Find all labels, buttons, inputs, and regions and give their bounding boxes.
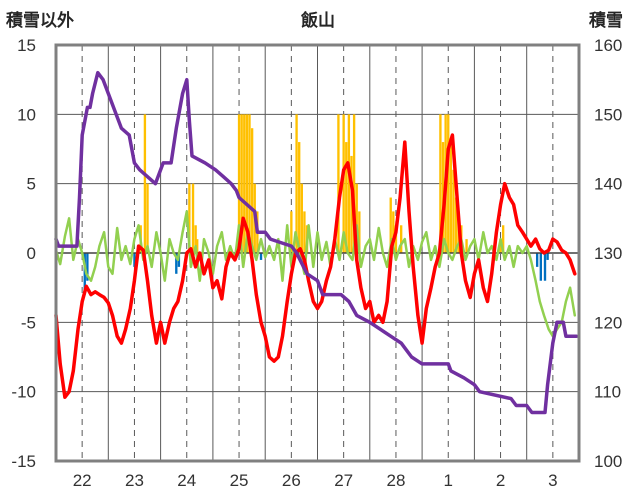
- snowfall-bar: [352, 114, 356, 253]
- snowfall-bar: [194, 225, 197, 253]
- right-tick-label: 150: [594, 105, 622, 124]
- snow-decrease-bar: [133, 253, 136, 267]
- snowfall-bar: [447, 114, 450, 253]
- snowfall-bar: [337, 114, 340, 253]
- snowfall-bar: [303, 211, 306, 253]
- snowfall-bar: [454, 197, 458, 253]
- x-tick-label: 26: [282, 471, 301, 490]
- snow-decrease-bar: [83, 253, 86, 295]
- right-axis-label: 積雪: [589, 10, 623, 31]
- right-axis-ticks: 160 150 140 130 120 110 100: [594, 36, 622, 471]
- snowfall-bar: [250, 128, 254, 253]
- x-tick-label: 27: [334, 471, 353, 490]
- snowfall-bar: [465, 239, 468, 253]
- snow-depth-line: [54, 70, 579, 415]
- left-tick-label: 15: [17, 36, 36, 55]
- snowfall-bar: [347, 114, 351, 253]
- left-tick-label: 5: [27, 175, 36, 194]
- snow-decrease-bar: [86, 253, 89, 281]
- snowfall-bar: [452, 169, 455, 253]
- snowfall-bar: [389, 197, 392, 253]
- x-tick-label: 23: [125, 471, 144, 490]
- snowfall-bar: [392, 211, 395, 253]
- snowfall-bar: [358, 211, 361, 253]
- left-tick-label: -10: [11, 383, 36, 402]
- snowfall-bar: [298, 142, 301, 253]
- snowfall-bar: [499, 239, 502, 253]
- left-tick-label: 0: [27, 244, 36, 263]
- left-tick-label: 10: [17, 105, 36, 124]
- x-tick-label: 3: [548, 471, 557, 490]
- snowfall-bar: [355, 183, 358, 253]
- snowfall-bar: [400, 225, 403, 253]
- right-tick-label: 130: [594, 244, 622, 263]
- snowfall-bar: [243, 114, 246, 253]
- snowfall-bar: [240, 114, 243, 253]
- snowfall-bar: [449, 142, 453, 253]
- snowfall-bar: [350, 155, 353, 253]
- snow-decrease-bar: [535, 253, 539, 267]
- x-axis-ticks: 22 23 24 25 26 27 28 1 2 3: [73, 471, 558, 490]
- snowfall-bar: [248, 114, 251, 253]
- snow-decrease-bar: [539, 253, 542, 281]
- x-tick-label: 1: [444, 471, 453, 490]
- left-tick-label: -15: [11, 452, 36, 471]
- x-tick-label: 25: [230, 471, 249, 490]
- right-tick-label: 160: [594, 36, 622, 55]
- plot-frame: [54, 43, 581, 463]
- snowfall-bar: [345, 142, 348, 253]
- left-axis-label: 積雪以外: [6, 10, 74, 31]
- snowfall-bar: [237, 114, 241, 253]
- right-tick-label: 140: [594, 175, 622, 194]
- snowfall-bar: [439, 114, 442, 253]
- right-tick-label: 120: [594, 313, 622, 332]
- snowfall-bar: [245, 114, 249, 253]
- temperature-line: [54, 133, 577, 399]
- snow-decrease-bar: [175, 253, 178, 274]
- snowfall-bar: [188, 183, 191, 253]
- snowfall-bar: [295, 114, 298, 253]
- lines-group: [54, 70, 579, 415]
- snowfall-bar: [143, 114, 147, 253]
- snowfall-bar: [300, 183, 303, 253]
- snow-decrease-bar: [259, 253, 263, 260]
- chart-title: 飯山: [300, 10, 335, 31]
- snowfall-bar: [191, 183, 195, 253]
- snowfall-bar: [290, 211, 293, 253]
- x-tick-label: 28: [386, 471, 405, 490]
- x-tick-label: 22: [73, 471, 92, 490]
- snowfall-bar: [394, 225, 398, 253]
- right-tick-label: 110: [594, 383, 621, 402]
- snow-decrease-bar: [546, 253, 549, 260]
- snowfall-bar: [196, 239, 199, 253]
- x-tick-label: 2: [496, 471, 505, 490]
- left-tick-label: -5: [21, 313, 36, 332]
- x-tick-label: 24: [177, 471, 196, 490]
- right-tick-label: 100: [594, 452, 622, 471]
- snowfall-bar: [501, 225, 505, 253]
- snowfall-bar: [342, 114, 345, 253]
- snowfall-bar: [146, 183, 149, 253]
- snow-decrease-bar: [543, 253, 547, 281]
- left-axis-ticks: 15 10 5 0 -5 -10 -15: [11, 36, 36, 471]
